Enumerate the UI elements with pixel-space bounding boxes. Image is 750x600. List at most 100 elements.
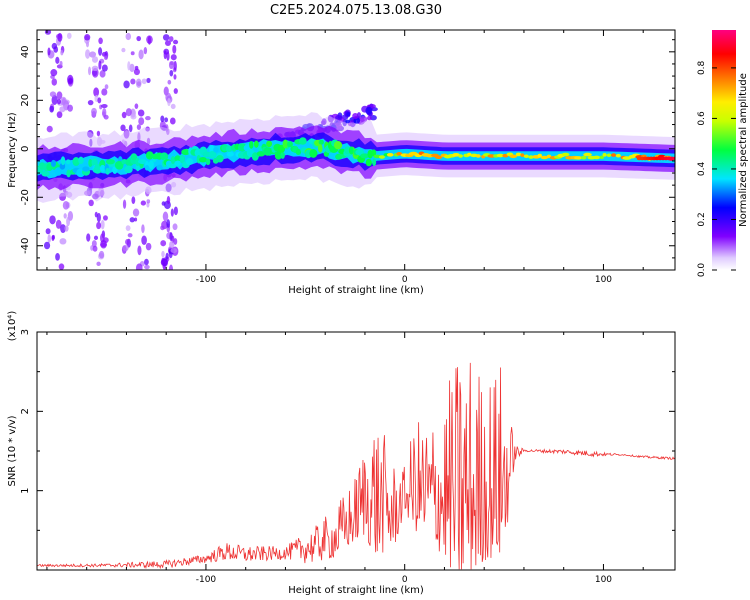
spectrogram-speckle — [130, 114, 137, 120]
spectrogram-peak — [580, 155, 587, 160]
spectrogram-peak — [360, 153, 370, 159]
y-tick-label: 1 — [20, 487, 31, 493]
spectrogram-peak — [266, 140, 273, 148]
spectrogram-speckle — [121, 47, 126, 53]
spectrogram-speckle — [164, 40, 171, 46]
colorbar-ticks: 0.0 0.2 0.4 0.6 0.8 — [697, 60, 736, 277]
spectrogram-speckle — [169, 231, 173, 242]
figure-title: C2E5.2024.075.13.08.G30 — [270, 3, 442, 18]
spectrogram-speckle — [169, 36, 174, 42]
spectrogram-speckle — [167, 79, 172, 85]
spectrogram-speckle — [59, 106, 66, 113]
spectrogram-peak — [78, 156, 84, 165]
spectrogram-peak — [225, 145, 233, 153]
spectrogram-speckle — [97, 97, 102, 104]
spectrogram-speckle — [49, 215, 56, 225]
spectrogram-speckle — [125, 108, 132, 117]
spectrogram-peak — [509, 154, 518, 159]
spectrogram-xlabel: Height of straight line (km) — [288, 285, 424, 296]
spectrogram-peak — [54, 167, 63, 176]
spectrogram-speckle — [59, 60, 63, 67]
spectrogram-speckle — [170, 208, 174, 217]
spectrogram-speckle — [47, 234, 51, 243]
spectrogram-speckle — [128, 124, 133, 133]
spectrogram-peak — [185, 158, 194, 166]
spectrogram-peak — [196, 155, 201, 164]
spectrogram-peak — [130, 153, 138, 161]
spectrogram-speckle — [85, 49, 91, 59]
spectrogram-speckle — [130, 78, 136, 85]
spectrogram-peak — [66, 169, 71, 178]
spectrogram-peak — [99, 164, 106, 172]
colorbar: 0.0 0.2 0.4 0.6 0.8 Normalized spectral ampl… — [697, 30, 749, 277]
spectrogram-speckle — [88, 199, 94, 207]
y-tick-label: -40 — [20, 238, 31, 254]
spectrogram-speckle — [99, 70, 106, 78]
spectrogram-speckle — [104, 84, 109, 90]
spectrogram-speckle — [125, 238, 130, 246]
spectrogram-peak — [452, 152, 460, 157]
spectrogram-speckle — [98, 37, 103, 45]
spectrogram-speckle — [133, 68, 140, 76]
spectrogram-speckle — [100, 219, 105, 230]
spectrogram-peak — [365, 158, 372, 167]
spectrogram-peak — [82, 166, 90, 172]
spectrogram-peak — [287, 141, 293, 148]
spectrogram-speckle — [56, 111, 63, 119]
spectrogram-peak — [574, 156, 583, 160]
spectrogram-speckle — [127, 61, 131, 71]
colorbar-tick-label: 0.2 — [697, 212, 707, 226]
spectrogram-speckle — [122, 199, 127, 209]
spectrogram-peak — [520, 153, 525, 157]
spectrogram-speckle — [129, 63, 135, 73]
spectrogram-speckle — [125, 225, 131, 232]
spectrogram-speckle — [92, 245, 98, 252]
spectrogram-peak — [561, 152, 570, 157]
spectrogram-speckle — [59, 238, 67, 245]
spectrogram-peak — [593, 155, 601, 160]
spectrogram-peak — [138, 159, 147, 165]
spectrogram-peak — [372, 158, 377, 166]
spectrogram-speckle — [138, 117, 145, 126]
spectrogram-speckle — [51, 78, 58, 86]
spectrogram-peak — [355, 149, 365, 156]
colorbar-tick-label: 0.0 — [697, 263, 707, 278]
spectrogram-speckle — [89, 51, 97, 58]
spectrogram-speckle — [103, 55, 108, 61]
spectrogram-peak — [318, 139, 324, 145]
spectrogram-peak — [50, 159, 57, 168]
spectrogram-speckle — [143, 47, 148, 55]
spectrogram-speckle — [170, 54, 177, 61]
spectrogram-speckle — [125, 32, 132, 41]
spectrogram-peak — [156, 164, 163, 171]
spectrogram-peak — [181, 148, 191, 156]
spectrogram-speckle — [172, 223, 178, 231]
spectrogram-peak — [672, 156, 675, 161]
spectrogram-speckle — [55, 252, 60, 261]
spectrogram-speckle — [58, 263, 65, 270]
spectrogram-speckle — [96, 221, 102, 230]
spectrogram-speckle — [51, 234, 55, 240]
spectrogram-speckle — [98, 47, 103, 56]
spectrogram-branch — [366, 115, 372, 121]
spectrogram-speckle — [172, 39, 179, 45]
spectrogram-speckle — [87, 100, 94, 106]
spectrogram-peak — [114, 160, 124, 170]
spectrogram-speckle — [172, 44, 177, 54]
spectrogram-speckle — [166, 51, 170, 61]
spectrogram-peak — [599, 155, 605, 160]
spectrogram-speckle — [60, 49, 64, 56]
spectrogram-peak — [295, 148, 302, 155]
spectrogram-speckle — [145, 115, 151, 121]
spectrogram-speckle — [163, 50, 167, 60]
spectrogram-speckle — [136, 35, 142, 42]
spectrogram-peak — [348, 146, 354, 155]
spectrogram-speckle — [91, 107, 97, 116]
spectrogram-peak — [69, 161, 75, 171]
spectrogram-peak — [475, 154, 481, 158]
spectrogram-speckle — [103, 114, 109, 120]
y-tick-label: 3 — [20, 329, 31, 335]
spectrogram-peak — [170, 156, 176, 165]
spectrogram-peak — [144, 165, 150, 171]
colorbar-label: Normalized spectral amplitude — [738, 73, 749, 227]
